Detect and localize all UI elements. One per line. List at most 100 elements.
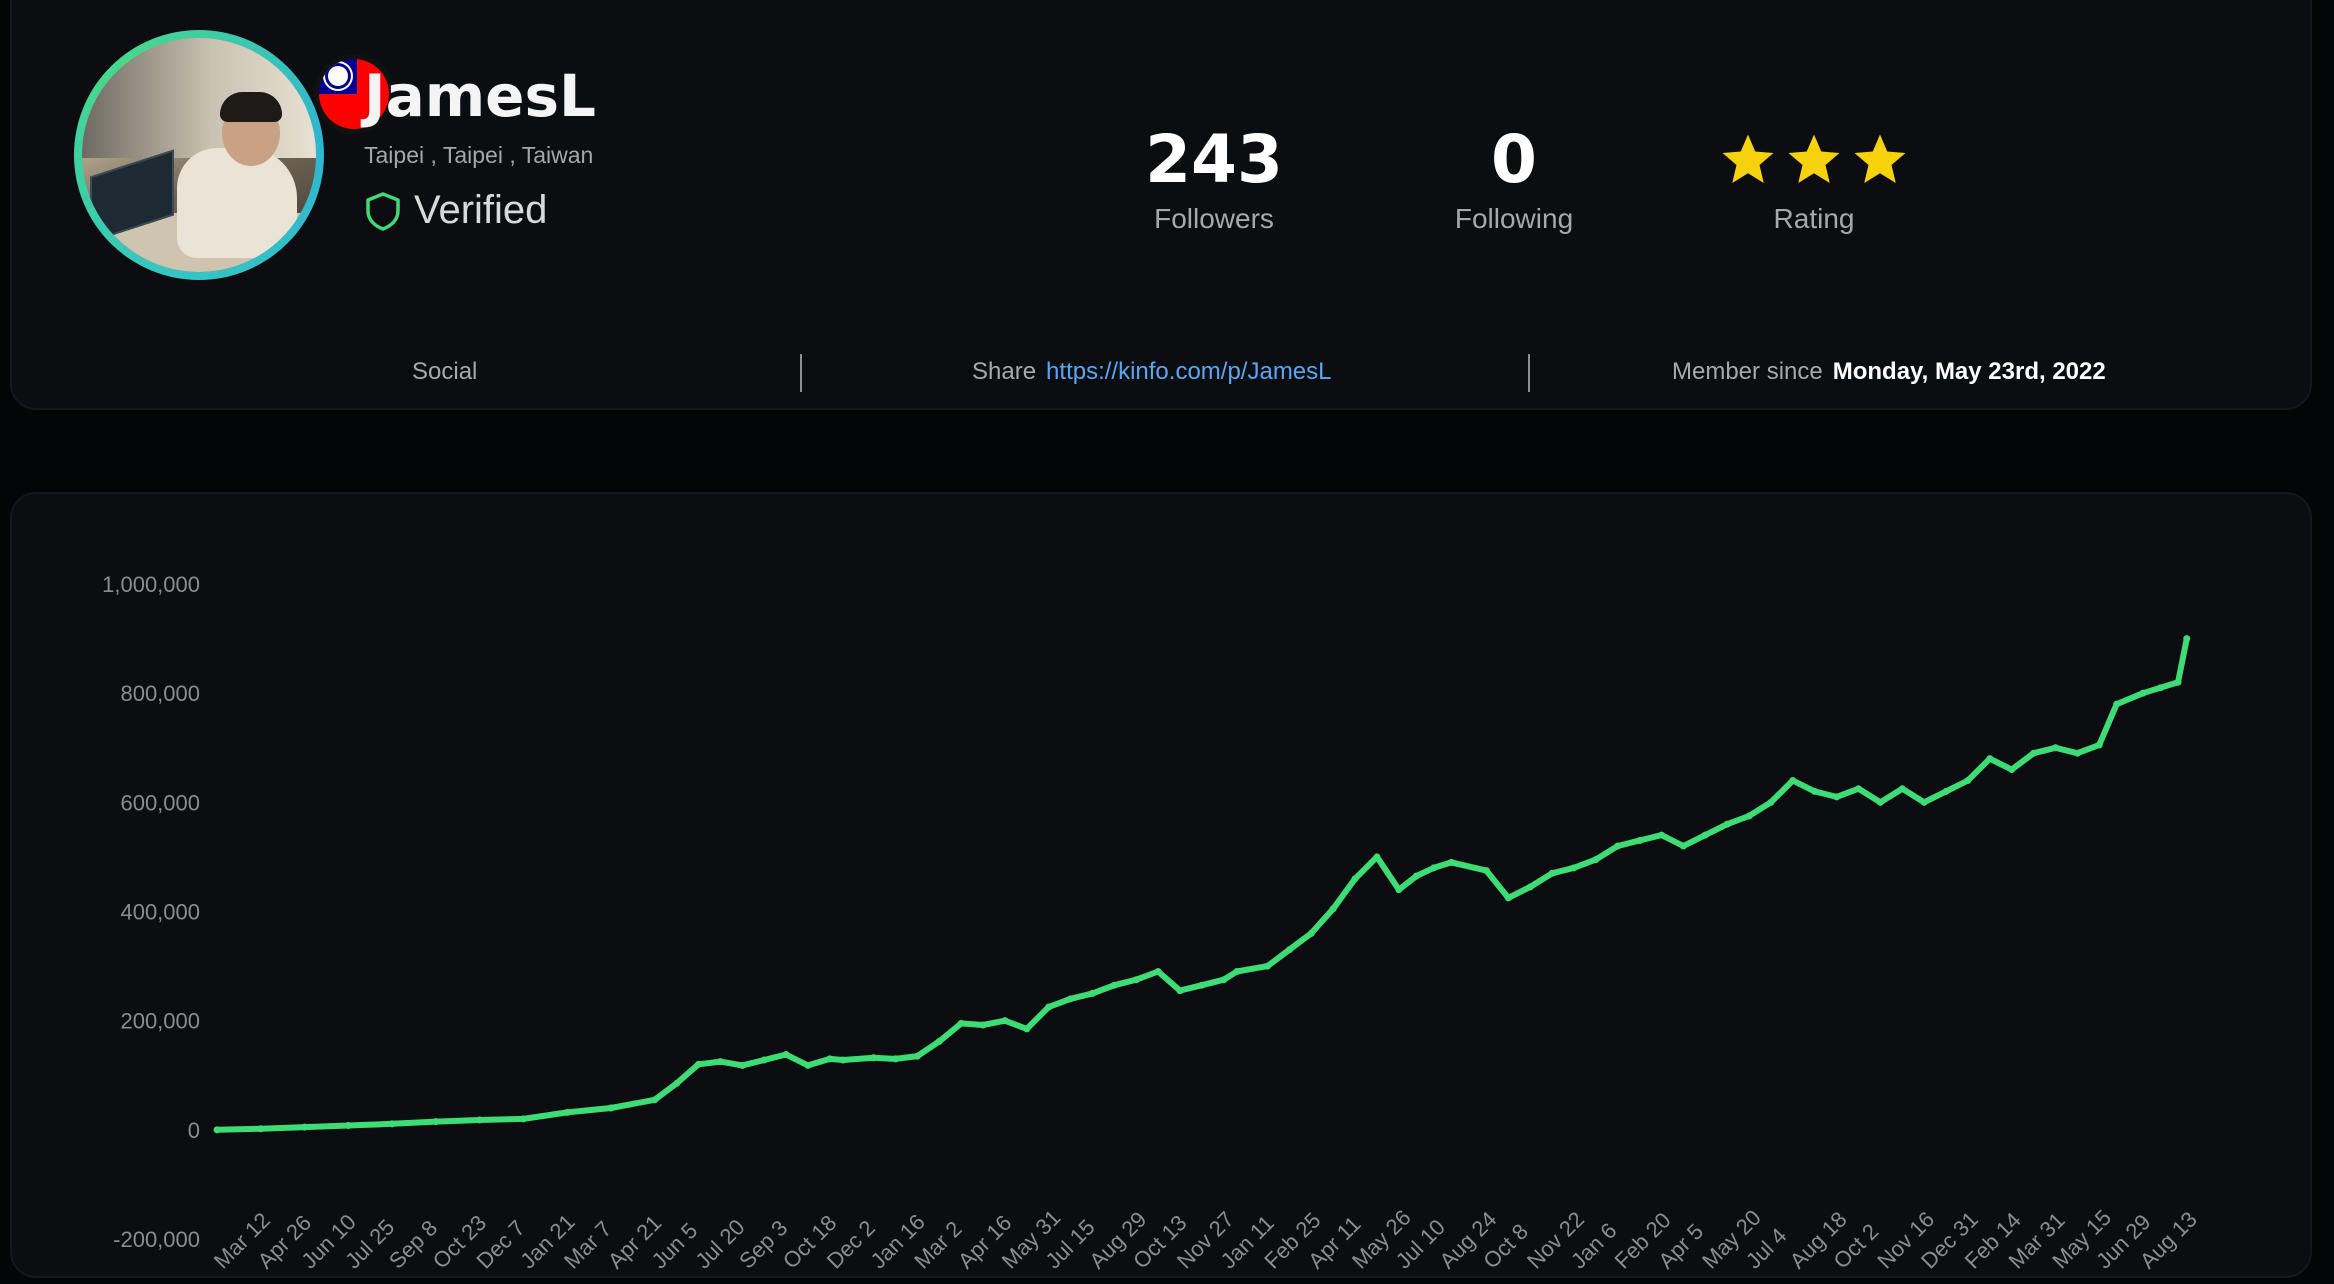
verified-badge: Verified xyxy=(364,188,547,233)
data-point xyxy=(716,1058,724,1066)
data-point xyxy=(1854,785,1862,793)
member-since-label: Member since xyxy=(1672,358,1823,385)
data-point xyxy=(1412,872,1420,880)
equity-series-line xyxy=(214,635,2190,1133)
data-point xyxy=(1920,798,1928,806)
data-point xyxy=(2051,744,2059,752)
share-url-link[interactable]: https://kinfo.com/p/JamesL xyxy=(1046,358,1332,385)
social-link[interactable]: Social xyxy=(412,358,478,385)
y-tick-label: 200,000 xyxy=(120,1009,200,1034)
data-point xyxy=(1430,864,1438,872)
star-icon xyxy=(1722,134,1774,183)
data-point xyxy=(1110,981,1118,989)
data-point xyxy=(1942,787,1950,795)
data-point xyxy=(1154,968,1162,976)
data-point xyxy=(1723,820,1731,828)
data-point xyxy=(213,1126,221,1134)
data-point xyxy=(1679,842,1687,850)
data-point xyxy=(891,1055,899,1063)
data-point xyxy=(1395,886,1403,894)
data-point xyxy=(839,1056,847,1064)
data-point xyxy=(826,1055,834,1063)
data-point xyxy=(388,1120,396,1128)
data-point xyxy=(2157,684,2165,692)
followers-label: Followers xyxy=(1154,203,1274,234)
y-tick-label: 0 xyxy=(188,1118,200,1143)
data-point xyxy=(1614,842,1622,850)
rating-stat: Rating xyxy=(1704,118,1924,236)
data-point xyxy=(1307,929,1315,937)
data-point xyxy=(2183,635,2191,643)
data-point xyxy=(519,1115,527,1123)
data-point xyxy=(1132,976,1140,984)
data-point xyxy=(804,1061,812,1069)
data-point xyxy=(782,1051,790,1059)
followers-stat[interactable]: 243 Followers xyxy=(1104,118,1324,236)
star-icon xyxy=(1854,134,1906,183)
data-point xyxy=(1811,787,1819,795)
data-point xyxy=(1570,864,1578,872)
followers-count: 243 xyxy=(1145,121,1283,198)
y-tick-label: 1,000,000 xyxy=(102,572,200,597)
data-point xyxy=(1658,831,1665,839)
data-point xyxy=(1329,905,1337,913)
rating-label: Rating xyxy=(1773,203,1855,234)
data-point xyxy=(2008,766,2016,774)
y-tick-label: 400,000 xyxy=(120,900,200,925)
data-point xyxy=(607,1104,615,1112)
taiwan-flag-icon xyxy=(314,54,394,134)
data-point xyxy=(2139,689,2147,697)
data-point xyxy=(1233,968,1241,976)
following-count: 0 xyxy=(1491,121,1537,198)
star-icon xyxy=(1788,134,1840,183)
data-point xyxy=(695,1060,702,1068)
data-point xyxy=(257,1125,265,1133)
divider xyxy=(1528,354,1530,392)
data-point xyxy=(2073,749,2081,757)
y-tick-label: -200,000 xyxy=(113,1227,200,1252)
data-point xyxy=(1176,987,1184,995)
data-point xyxy=(1220,976,1228,984)
member-since-date: Monday, May 23rd, 2022 xyxy=(1832,358,2106,385)
data-point xyxy=(1023,1025,1031,1033)
data-point xyxy=(673,1079,681,1087)
share-label: Share xyxy=(972,358,1037,385)
data-point xyxy=(1504,894,1512,902)
equity-line-chart[interactable]: 1,000,000 800,000 600,000 400,000 200,000 0 -2… xyxy=(12,494,2310,1276)
following-stat[interactable]: 0 Following xyxy=(1404,118,1624,236)
data-point xyxy=(1789,777,1797,784)
username: JamesL xyxy=(364,62,596,130)
data-point xyxy=(2095,741,2103,749)
data-point xyxy=(1898,785,1906,793)
data-point xyxy=(760,1056,768,1064)
following-label: Following xyxy=(1454,203,1574,234)
data-point xyxy=(1833,793,1841,801)
data-point xyxy=(1198,981,1206,989)
data-point xyxy=(2174,678,2182,686)
y-tick-label: 800,000 xyxy=(120,681,200,706)
location: Taipei , Taipei , Taiwan xyxy=(364,142,594,168)
shield-icon xyxy=(366,191,400,231)
data-point xyxy=(1986,755,1994,763)
data-point xyxy=(1447,858,1455,866)
divider xyxy=(800,354,802,392)
y-tick-label: 600,000 xyxy=(120,790,200,815)
profile-card: JamesL Taipei , Taipei , Taiwan Verified… xyxy=(10,0,2312,410)
data-point xyxy=(935,1037,943,1045)
x-tick-label: Jul 20 xyxy=(690,1214,749,1273)
data-point xyxy=(1373,853,1381,861)
data-point xyxy=(870,1054,878,1062)
data-point xyxy=(738,1061,746,1069)
share-section: Share https://kinfo.com/p/JamesL xyxy=(972,358,1332,386)
data-point xyxy=(1482,867,1490,875)
member-since: Member since Monday, May 23rd, 2022 xyxy=(1672,358,2106,386)
data-point xyxy=(1351,875,1359,883)
avatar-photo xyxy=(82,38,316,272)
data-point xyxy=(913,1052,921,1060)
data-point xyxy=(1767,798,1775,806)
equity-chart-card: 1,000,000 800,000 600,000 400,000 200,000 0 -2… xyxy=(10,492,2312,1278)
avatar[interactable] xyxy=(74,30,394,280)
x-tick-label: Sep 3 xyxy=(734,1215,792,1273)
data-point xyxy=(1264,962,1272,970)
